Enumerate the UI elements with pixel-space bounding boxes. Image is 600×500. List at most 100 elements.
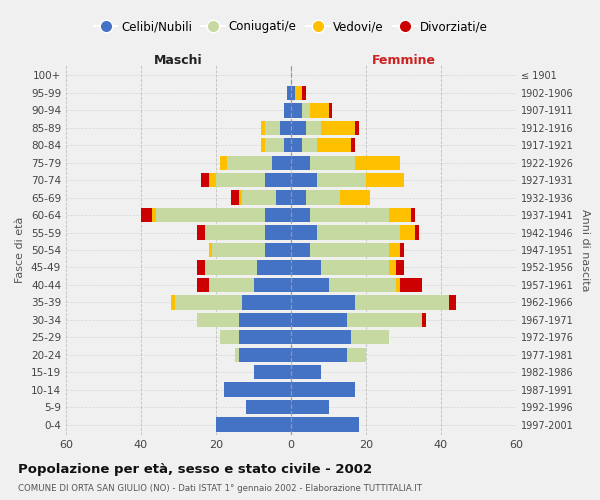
Bar (235, 348, 239, 362)
Bar (216, 173, 265, 188)
Bar (302, 103, 310, 118)
Bar (449, 295, 456, 310)
Bar (321, 120, 355, 135)
Bar (239, 348, 291, 362)
Bar (209, 243, 212, 257)
Bar (306, 190, 340, 205)
Bar (400, 226, 415, 239)
Bar (317, 226, 400, 239)
Bar (223, 382, 291, 397)
Bar (205, 226, 265, 239)
Bar (317, 173, 366, 188)
Bar (212, 243, 265, 257)
Bar (239, 190, 242, 205)
Bar (220, 156, 227, 170)
Bar (302, 138, 317, 152)
Text: COMUNE DI ORTA SAN GIULIO (NO) - Dati ISTAT 1° gennaio 2002 - Elaborazione TUTTI: COMUNE DI ORTA SAN GIULIO (NO) - Dati IS… (18, 484, 422, 493)
Bar (411, 208, 415, 222)
Bar (396, 260, 404, 274)
Bar (347, 348, 366, 362)
Bar (242, 190, 276, 205)
Bar (302, 86, 306, 100)
Bar (242, 295, 291, 310)
Bar (261, 120, 265, 135)
Bar (265, 208, 291, 222)
Bar (216, 418, 291, 432)
Bar (291, 382, 355, 397)
Bar (351, 330, 389, 344)
Bar (209, 173, 216, 188)
Bar (400, 243, 404, 257)
Bar (197, 226, 205, 239)
Bar (227, 156, 272, 170)
Bar (317, 138, 351, 152)
Bar (265, 120, 280, 135)
Bar (291, 103, 302, 118)
Bar (415, 226, 419, 239)
Bar (265, 138, 284, 152)
Bar (347, 312, 422, 327)
Bar (389, 260, 396, 274)
Bar (175, 295, 242, 310)
Bar (239, 312, 291, 327)
Bar (197, 278, 209, 292)
Bar (295, 86, 302, 100)
Bar (310, 208, 389, 222)
Bar (239, 330, 291, 344)
Bar (389, 208, 411, 222)
Bar (321, 260, 389, 274)
Y-axis label: Anni di nascita: Anni di nascita (580, 209, 590, 291)
Bar (156, 208, 265, 222)
Bar (265, 243, 291, 257)
Bar (422, 312, 426, 327)
Bar (291, 312, 347, 327)
Bar (310, 243, 389, 257)
Bar (287, 86, 291, 100)
Bar (291, 365, 321, 380)
Bar (291, 295, 355, 310)
Bar (355, 156, 400, 170)
Bar (291, 400, 329, 414)
Bar (389, 243, 400, 257)
Bar (254, 278, 291, 292)
Bar (355, 295, 449, 310)
Bar (400, 278, 422, 292)
Bar (291, 190, 306, 205)
Bar (291, 348, 347, 362)
Bar (291, 120, 306, 135)
Bar (310, 156, 355, 170)
Bar (291, 278, 329, 292)
Bar (291, 86, 295, 100)
Bar (254, 365, 291, 380)
Bar (261, 138, 265, 152)
Bar (272, 156, 291, 170)
Bar (280, 120, 291, 135)
Bar (209, 278, 254, 292)
Bar (291, 260, 321, 274)
Bar (265, 173, 291, 188)
Bar (355, 120, 359, 135)
Bar (284, 138, 291, 152)
Bar (231, 190, 239, 205)
Bar (197, 260, 205, 274)
Bar (291, 226, 317, 239)
Bar (351, 138, 355, 152)
Text: Popolazione per età, sesso e stato civile - 2002: Popolazione per età, sesso e stato civil… (18, 462, 372, 475)
Bar (284, 103, 291, 118)
Bar (201, 173, 209, 188)
Y-axis label: Fasce di età: Fasce di età (16, 217, 25, 283)
Bar (276, 190, 291, 205)
Bar (366, 173, 404, 188)
Bar (329, 103, 332, 118)
Bar (220, 330, 239, 344)
Bar (246, 400, 291, 414)
Bar (141, 208, 152, 222)
Bar (257, 260, 291, 274)
Text: Femmine: Femmine (371, 54, 436, 66)
Bar (152, 208, 156, 222)
Legend: Celibi/Nubili, Coniugati/e, Vedovi/e, Divorziati/e: Celibi/Nubili, Coniugati/e, Vedovi/e, Di… (89, 16, 493, 38)
Bar (291, 208, 310, 222)
Bar (396, 278, 400, 292)
Text: Maschi: Maschi (154, 54, 203, 66)
Bar (291, 330, 351, 344)
